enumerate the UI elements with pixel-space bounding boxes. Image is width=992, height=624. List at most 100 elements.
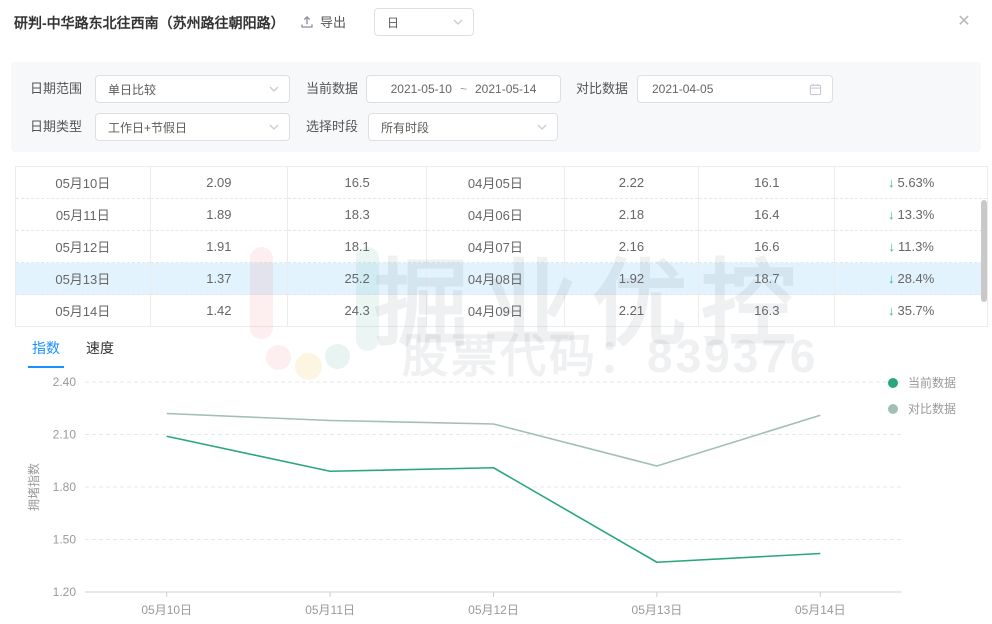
date-range-value: 单日比较 xyxy=(108,81,156,98)
table-cell: 2.22 xyxy=(564,167,699,199)
date-type-select[interactable]: 工作日+节假日 xyxy=(95,113,290,141)
interval-select-value: 日 xyxy=(387,14,399,31)
change-cell: ↓35.7% xyxy=(835,295,988,327)
table-cell: 04月08日 xyxy=(427,263,565,295)
table-cell: 2.09 xyxy=(150,167,288,199)
trend-down-icon: ↓ xyxy=(888,239,895,254)
table-cell: 18.7 xyxy=(699,263,835,295)
table-row[interactable]: 05月10日2.0916.504月05日2.2216.1↓5.63% xyxy=(16,167,988,199)
change-cell: ↓5.63% xyxy=(835,167,988,199)
chevron-down-icon xyxy=(269,86,279,92)
change-cell: ↓13.3% xyxy=(835,199,988,231)
table-cell: 16.6 xyxy=(699,231,835,263)
table-cell: 1.91 xyxy=(150,231,288,263)
table-cell: 1.89 xyxy=(150,199,288,231)
svg-text:1.20: 1.20 xyxy=(53,585,77,599)
table-cell: 05月11日 xyxy=(16,199,151,231)
date-range-label: 日期范围 xyxy=(30,75,82,103)
table-cell: 05月10日 xyxy=(16,167,151,199)
table-cell: 1.42 xyxy=(150,295,288,327)
trend-down-icon: ↓ xyxy=(888,303,895,318)
tab-inactive[interactable]: 速度 xyxy=(86,338,114,368)
table-cell: 2.18 xyxy=(564,199,699,231)
legend-item[interactable]: 对比数据 xyxy=(888,400,956,417)
date-type-value: 工作日+节假日 xyxy=(108,119,187,136)
table-cell: 16.5 xyxy=(288,167,427,199)
legend-label: 对比数据 xyxy=(908,400,956,417)
svg-text:1.80: 1.80 xyxy=(53,480,77,494)
table-cell: 16.3 xyxy=(699,295,835,327)
page-title: 研判-中华路东北往西南（苏州路往朝阳路） xyxy=(14,13,285,33)
chart-tabs: 指数速度 xyxy=(32,338,114,368)
close-button[interactable]: ✕ xyxy=(954,12,974,32)
table-row[interactable]: 05月13日1.3725.204月08日1.9218.7↓28.4% xyxy=(16,263,988,295)
chevron-down-icon xyxy=(537,124,547,130)
table-cell: 2.16 xyxy=(564,231,699,263)
current-date-range-picker[interactable]: 2021-05-10 ~ 2021-05-14 xyxy=(366,75,561,103)
current-end-date: 2021-05-14 xyxy=(475,82,536,96)
chart-legend: 当前数据对比数据 xyxy=(888,374,956,417)
table-cell: 04月09日 xyxy=(427,295,565,327)
current-start-date: 2021-05-10 xyxy=(391,82,452,96)
analysis-dialog: 研判-中华路东北往西南（苏州路往朝阳路） 导出 日 ✕ 日期范围 单日比较 当前… xyxy=(0,0,992,624)
table-cell: 1.92 xyxy=(564,263,699,295)
trend-down-icon: ↓ xyxy=(888,207,895,222)
legend-item[interactable]: 当前数据 xyxy=(888,374,956,391)
watermark-logo-dot-red xyxy=(266,345,291,370)
change-cell: ↓28.4% xyxy=(835,263,988,295)
tab-active[interactable]: 指数 xyxy=(32,338,60,368)
traffic-table-body: 05月10日2.0916.504月05日2.2216.1↓5.63%05月11日… xyxy=(16,167,988,327)
export-icon xyxy=(300,15,314,29)
compare-data-label: 对比数据 xyxy=(576,75,628,103)
table-cell: 16.1 xyxy=(699,167,835,199)
table-cell: 05月13日 xyxy=(16,263,151,295)
line-chart: 1.20 1.50 1.80 2.10 2.40 拥堵指数 05月10日 05月11日 05月1… xyxy=(0,370,992,624)
comparison-table: 05月10日2.0916.504月05日2.2216.1↓5.63%05月11日… xyxy=(15,166,988,327)
svg-text:1.50: 1.50 xyxy=(53,533,77,547)
time-period-label: 选择时段 xyxy=(306,113,358,141)
legend-dot-icon xyxy=(888,404,898,414)
legend-label: 当前数据 xyxy=(908,374,956,391)
table-row[interactable]: 05月14日1.4224.304月09日2.2116.3↓35.7% xyxy=(16,295,988,327)
chevron-down-icon xyxy=(453,19,463,25)
export-button[interactable]: 导出 xyxy=(300,12,346,31)
svg-text:05月14日: 05月14日 xyxy=(795,603,846,617)
chevron-down-icon xyxy=(269,124,279,130)
svg-text:拥堵指数: 拥堵指数 xyxy=(26,463,41,511)
compare-date-picker[interactable]: 2021-04-05 xyxy=(637,75,833,103)
change-cell: ↓11.3% xyxy=(835,231,988,263)
svg-text:05月11日: 05月11日 xyxy=(305,603,355,617)
range-separator: ~ xyxy=(460,82,467,96)
table-cell: 04月05日 xyxy=(427,167,565,199)
time-period-value: 所有时段 xyxy=(381,119,429,136)
table-scrollbar-thumb[interactable] xyxy=(981,200,987,302)
current-data-label: 当前数据 xyxy=(306,75,358,103)
date-range-select[interactable]: 单日比较 xyxy=(95,75,290,103)
close-icon: ✕ xyxy=(957,13,970,30)
svg-text:2.10: 2.10 xyxy=(53,428,77,442)
table-cell: 04月06日 xyxy=(427,199,565,231)
table-row[interactable]: 05月12日1.9118.104月07日2.1616.6↓11.3% xyxy=(16,231,988,263)
table-cell: 05月14日 xyxy=(16,295,151,327)
trend-down-icon: ↓ xyxy=(888,175,895,190)
table-row[interactable]: 05月11日1.8918.304月06日2.1816.4↓13.3% xyxy=(16,199,988,231)
svg-text:2.40: 2.40 xyxy=(53,375,77,389)
table-cell: 1.37 xyxy=(150,263,288,295)
svg-text:05月12日: 05月12日 xyxy=(468,603,519,617)
svg-text:05月13日: 05月13日 xyxy=(632,603,683,617)
table-cell: 18.1 xyxy=(288,231,427,263)
table-cell: 04月07日 xyxy=(427,231,565,263)
filter-panel: 日期范围 单日比较 当前数据 2021-05-10 ~ 2021-05-14 对… xyxy=(11,62,981,152)
calendar-icon xyxy=(809,83,822,96)
table-cell: 18.3 xyxy=(288,199,427,231)
table-cell: 2.21 xyxy=(564,295,699,327)
compare-date-value: 2021-04-05 xyxy=(652,82,713,96)
table-cell: 16.4 xyxy=(699,199,835,231)
export-label: 导出 xyxy=(320,12,346,31)
legend-dot-icon xyxy=(888,378,898,388)
table-cell: 24.3 xyxy=(288,295,427,327)
interval-select[interactable]: 日 xyxy=(374,8,474,36)
time-period-select[interactable]: 所有时段 xyxy=(368,113,558,141)
table-cell: 25.2 xyxy=(288,263,427,295)
svg-text:05月10日: 05月10日 xyxy=(141,603,192,617)
